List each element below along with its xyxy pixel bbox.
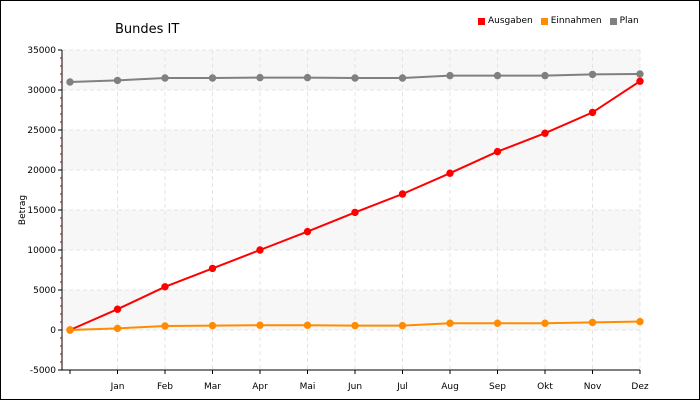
data-point-ausgaben — [256, 246, 264, 254]
data-point-plan — [398, 74, 407, 82]
x-axis-ticks: Jan Feb Mar Apr Mai Jun Jul Aug Sep Okt Nov Dez — [69, 370, 649, 392]
data-point-plan — [66, 78, 74, 86]
data-point-plan — [161, 74, 169, 82]
data-point-ausgaben — [446, 169, 454, 177]
data-point-plan — [636, 70, 644, 78]
data-point-plan — [113, 76, 122, 85]
y-tick-label: 5000 — [33, 286, 56, 296]
data-point-einnahmen — [256, 321, 264, 329]
data-point-einnahmen — [398, 321, 407, 330]
data-point-einnahmen — [493, 319, 502, 327]
x-tick-label: Jul — [396, 382, 408, 392]
x-tick-label: Nov — [584, 382, 602, 392]
data-point-einnahmen — [636, 317, 644, 326]
data-point-ausgaben — [113, 305, 122, 313]
series-points — [66, 70, 644, 334]
x-tick-label: Dez — [631, 382, 648, 392]
grid-band — [62, 210, 640, 250]
data-point-ausgaben — [493, 147, 502, 156]
data-point-plan — [208, 74, 217, 82]
grid-band — [62, 50, 640, 90]
x-tick-label: Sep — [489, 382, 506, 392]
x-tick-label: Jun — [347, 382, 362, 392]
data-point-ausgaben — [588, 108, 597, 117]
legend-item-ausgaben: Ausgaben — [478, 16, 533, 26]
legend: Ausgaben Einnahmen Plan — [478, 16, 639, 26]
data-point-einnahmen — [161, 322, 169, 330]
legend-swatch-plan — [609, 17, 617, 25]
data-point-plan — [493, 71, 502, 80]
legend-item-einnahmen: Einnahmen — [540, 16, 602, 26]
data-point-ausgaben — [161, 283, 169, 291]
data-point-einnahmen — [446, 319, 454, 327]
y-tick-label: 15000 — [27, 206, 56, 216]
x-tick-label: Apr — [252, 382, 268, 392]
y-tick-label: -5000 — [30, 366, 56, 376]
x-tick-label: Aug — [441, 382, 459, 392]
data-point-plan — [446, 71, 454, 80]
legend-swatch-einnahmen — [540, 17, 548, 25]
y-tick-label: 20000 — [27, 166, 56, 176]
data-point-plan — [256, 73, 264, 82]
data-point-einnahmen — [541, 319, 549, 327]
y-axis-ticks: -5000 0 5000 10000 15000 20000 25000 30000 35000 — [27, 46, 62, 376]
x-tick-label: Mar — [204, 382, 221, 392]
data-point-ausgaben — [636, 77, 644, 85]
legend-label-einnahmen: Einnahmen — [550, 16, 602, 26]
background-bands — [62, 50, 640, 330]
y-tick-label: 25000 — [27, 126, 56, 136]
x-tick-label: Okt — [537, 382, 553, 392]
x-tick-label: Feb — [157, 382, 173, 392]
y-tick-label: 35000 — [27, 46, 56, 56]
y-axis-label: Betrag — [18, 195, 28, 225]
data-point-plan — [541, 71, 549, 80]
chart-title: Bundes IT — [115, 22, 180, 37]
data-point-einnahmen — [66, 326, 74, 334]
y-tick-label: 0 — [50, 326, 56, 336]
legend-swatch-ausgaben — [478, 17, 485, 25]
data-point-einnahmen — [351, 321, 359, 330]
legend-item-plan: Plan — [609, 16, 639, 26]
data-point-einnahmen — [303, 321, 312, 329]
x-tick-label: Jan — [110, 382, 125, 392]
x-tick-label: Mai — [300, 382, 316, 392]
y-tick-label: 30000 — [27, 86, 56, 96]
data-point-einnahmen — [208, 321, 217, 330]
data-point-ausgaben — [303, 227, 312, 236]
data-point-ausgaben — [208, 264, 217, 273]
data-point-ausgaben — [398, 190, 407, 198]
data-point-ausgaben — [541, 129, 549, 137]
data-point-einnahmen — [588, 318, 597, 327]
data-point-ausgaben — [351, 208, 359, 217]
data-point-plan — [303, 73, 312, 82]
grid-band — [62, 130, 640, 170]
legend-label-ausgaben: Ausgaben — [488, 16, 533, 26]
legend-label-plan: Plan — [619, 16, 639, 26]
data-point-einnahmen — [113, 324, 122, 333]
y-tick-label: 10000 — [27, 246, 56, 256]
data-point-plan — [588, 70, 597, 79]
data-point-plan — [351, 74, 359, 82]
